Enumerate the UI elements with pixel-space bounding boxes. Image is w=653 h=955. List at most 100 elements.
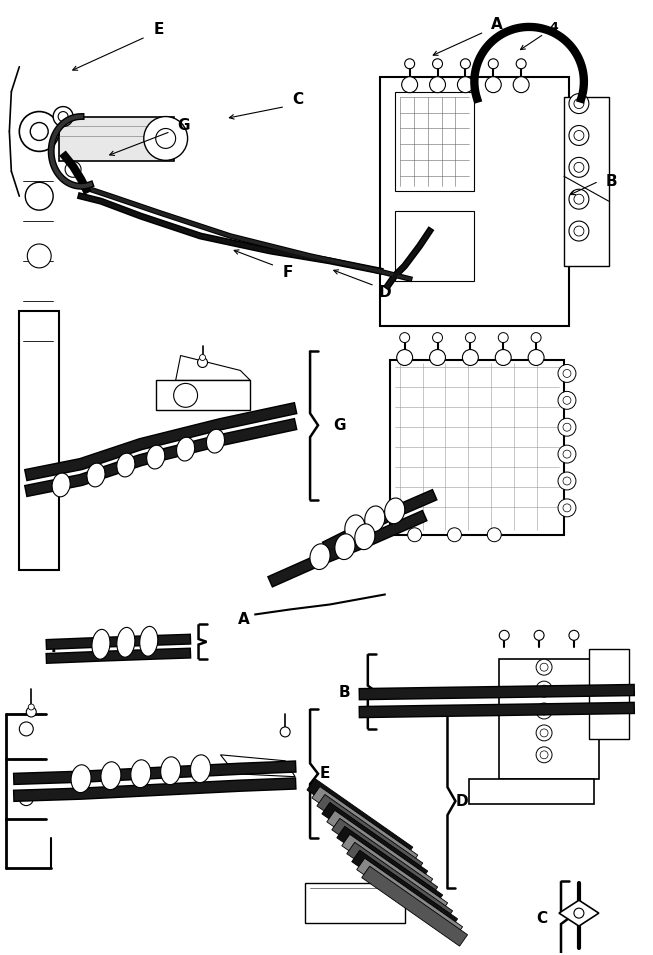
Circle shape: [528, 350, 544, 366]
Polygon shape: [362, 866, 468, 946]
Circle shape: [430, 350, 445, 366]
Circle shape: [536, 681, 552, 697]
Ellipse shape: [206, 430, 225, 453]
Polygon shape: [327, 811, 433, 890]
Text: G: G: [178, 118, 190, 133]
Circle shape: [20, 722, 33, 736]
Ellipse shape: [335, 534, 355, 560]
Circle shape: [397, 350, 413, 366]
Text: A: A: [238, 612, 249, 626]
Circle shape: [407, 528, 422, 541]
Text: E: E: [320, 766, 330, 781]
Text: F: F: [51, 640, 61, 655]
Text: D: D: [379, 286, 391, 300]
Polygon shape: [347, 842, 453, 923]
Bar: [59, 117, 174, 161]
Ellipse shape: [92, 629, 110, 659]
Circle shape: [30, 122, 48, 140]
Text: E: E: [153, 22, 164, 37]
Bar: [564, 96, 609, 265]
Text: C: C: [537, 911, 548, 925]
Circle shape: [20, 792, 33, 806]
Circle shape: [500, 630, 509, 640]
Ellipse shape: [117, 454, 135, 477]
Circle shape: [558, 365, 576, 382]
Bar: [500, 659, 599, 778]
Text: A: A: [492, 17, 503, 32]
Circle shape: [574, 131, 584, 140]
Polygon shape: [342, 835, 448, 914]
Circle shape: [574, 98, 584, 109]
Circle shape: [65, 161, 81, 178]
Polygon shape: [322, 802, 428, 882]
Circle shape: [432, 59, 443, 69]
Circle shape: [569, 125, 589, 145]
Polygon shape: [221, 754, 295, 776]
Polygon shape: [317, 795, 422, 875]
Circle shape: [280, 727, 290, 737]
Circle shape: [58, 112, 68, 121]
Polygon shape: [337, 826, 443, 906]
Circle shape: [400, 332, 409, 343]
Ellipse shape: [52, 473, 71, 497]
Bar: [155, 380, 250, 411]
Bar: [380, 76, 569, 326]
Circle shape: [563, 423, 571, 432]
Ellipse shape: [140, 626, 158, 656]
Circle shape: [536, 747, 552, 763]
Circle shape: [516, 59, 526, 69]
Polygon shape: [352, 850, 458, 930]
Polygon shape: [357, 859, 462, 938]
Polygon shape: [176, 355, 250, 380]
Ellipse shape: [161, 756, 181, 785]
Polygon shape: [559, 901, 599, 926]
Circle shape: [462, 350, 479, 366]
Circle shape: [25, 182, 53, 210]
Ellipse shape: [385, 498, 405, 523]
Circle shape: [498, 332, 508, 343]
Circle shape: [488, 59, 498, 69]
Text: 4: 4: [550, 21, 558, 34]
Bar: [394, 211, 474, 281]
Circle shape: [558, 445, 576, 463]
Ellipse shape: [310, 543, 330, 569]
Bar: [305, 883, 405, 923]
Ellipse shape: [131, 760, 151, 788]
Circle shape: [430, 76, 445, 93]
Circle shape: [574, 194, 584, 204]
Circle shape: [540, 707, 548, 715]
Circle shape: [569, 189, 589, 209]
Circle shape: [458, 76, 473, 93]
Circle shape: [466, 332, 475, 343]
Ellipse shape: [117, 627, 135, 657]
Circle shape: [155, 129, 176, 148]
Circle shape: [563, 396, 571, 404]
Polygon shape: [312, 787, 418, 866]
Circle shape: [558, 392, 576, 410]
Circle shape: [534, 630, 544, 640]
Ellipse shape: [101, 762, 121, 790]
Circle shape: [27, 244, 51, 268]
Circle shape: [487, 528, 502, 541]
Circle shape: [402, 76, 418, 93]
Circle shape: [540, 663, 548, 671]
Bar: [20, 310, 59, 569]
Circle shape: [569, 94, 589, 114]
Circle shape: [495, 350, 511, 366]
Text: B: B: [606, 174, 618, 189]
Circle shape: [569, 222, 589, 241]
Ellipse shape: [191, 754, 210, 783]
Circle shape: [144, 117, 187, 160]
Circle shape: [563, 450, 571, 458]
Circle shape: [26, 707, 36, 717]
Circle shape: [574, 162, 584, 172]
Circle shape: [574, 226, 584, 236]
Circle shape: [200, 354, 206, 360]
Circle shape: [558, 418, 576, 436]
Circle shape: [558, 472, 576, 490]
Ellipse shape: [71, 765, 91, 793]
Ellipse shape: [365, 506, 385, 532]
Polygon shape: [332, 818, 438, 899]
Circle shape: [569, 158, 589, 178]
Circle shape: [569, 630, 579, 640]
